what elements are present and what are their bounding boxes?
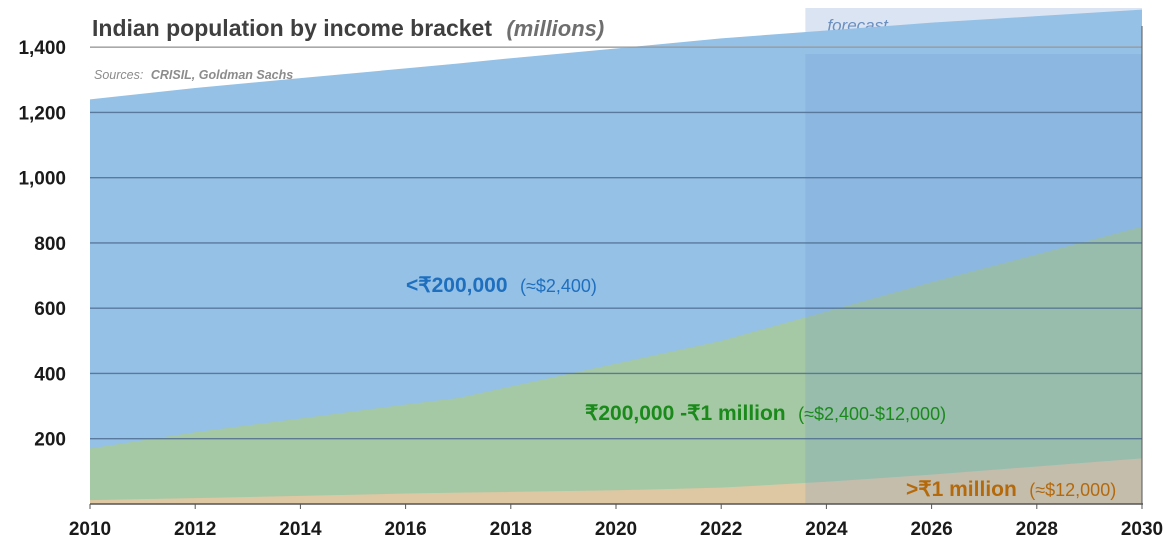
y-tick-label: 200 [34, 430, 66, 451]
series-low-name: <₹200,000 [406, 274, 508, 297]
source-text: CRISIL, Goldman Sachs [151, 68, 293, 82]
chart-source: Sources: CRISIL, Goldman Sachs [94, 68, 293, 82]
source-prefix: Sources: [94, 68, 143, 82]
title-text: Indian population by income bracket [92, 15, 492, 41]
series-low-note: (≈$2,400) [520, 276, 597, 296]
x-tick-labels: 2010 2012 2014 2016 2018 2020 2022 2024 2026 2028… [69, 504, 1163, 540]
x-tick-label: 2012 [174, 519, 216, 540]
series-mid-name: ₹200,000 -₹1 million [585, 402, 786, 425]
series-label-high: >₹1 million (≈$12,000) [906, 478, 1116, 501]
x-tick-label: 2018 [490, 519, 532, 540]
forecast-overlay [805, 54, 1142, 504]
series-area-1 [90, 226, 1142, 504]
y-tick-label: 1,400 [18, 38, 66, 59]
y-tick-label: 1,200 [18, 103, 66, 124]
series-label-mid: ₹200,000 -₹1 million (≈$2,400-$12,000) [585, 402, 946, 425]
y-tick-label: 400 [34, 364, 66, 385]
x-tick-label: 2030 [1121, 519, 1163, 540]
y-tick-label: 600 [34, 299, 66, 320]
x-tick-label: 2010 [69, 519, 111, 540]
x-tick-label: 2020 [595, 519, 637, 540]
x-tick-label: 2024 [805, 519, 848, 540]
y-tick-labels: 200 400 600 800 1,000 1,200 1,400 [18, 38, 66, 451]
series-high-name: >₹1 million [906, 478, 1017, 501]
y-tick-label: 1,000 [18, 169, 66, 190]
title-unit: (millions) [506, 16, 604, 41]
series-areas [90, 9, 1142, 504]
gridlines [90, 46, 1142, 440]
chart-title: Indian population by income bracket (mil… [92, 15, 604, 41]
series-mid-note: (≈$2,400-$12,000) [798, 404, 946, 424]
x-tick-label: 2028 [1016, 519, 1058, 540]
y-tick-label: 800 [34, 234, 66, 255]
series-high-note: (≈$12,000) [1029, 480, 1116, 500]
x-tick-label: 2016 [384, 519, 426, 540]
x-tick-label: 2026 [910, 519, 952, 540]
x-tick-label: 2022 [700, 519, 742, 540]
series-area-2 [90, 458, 1142, 504]
x-tick-label: 2014 [279, 519, 322, 540]
series-label-low: <₹200,000 (≈$2,400) [406, 274, 597, 297]
